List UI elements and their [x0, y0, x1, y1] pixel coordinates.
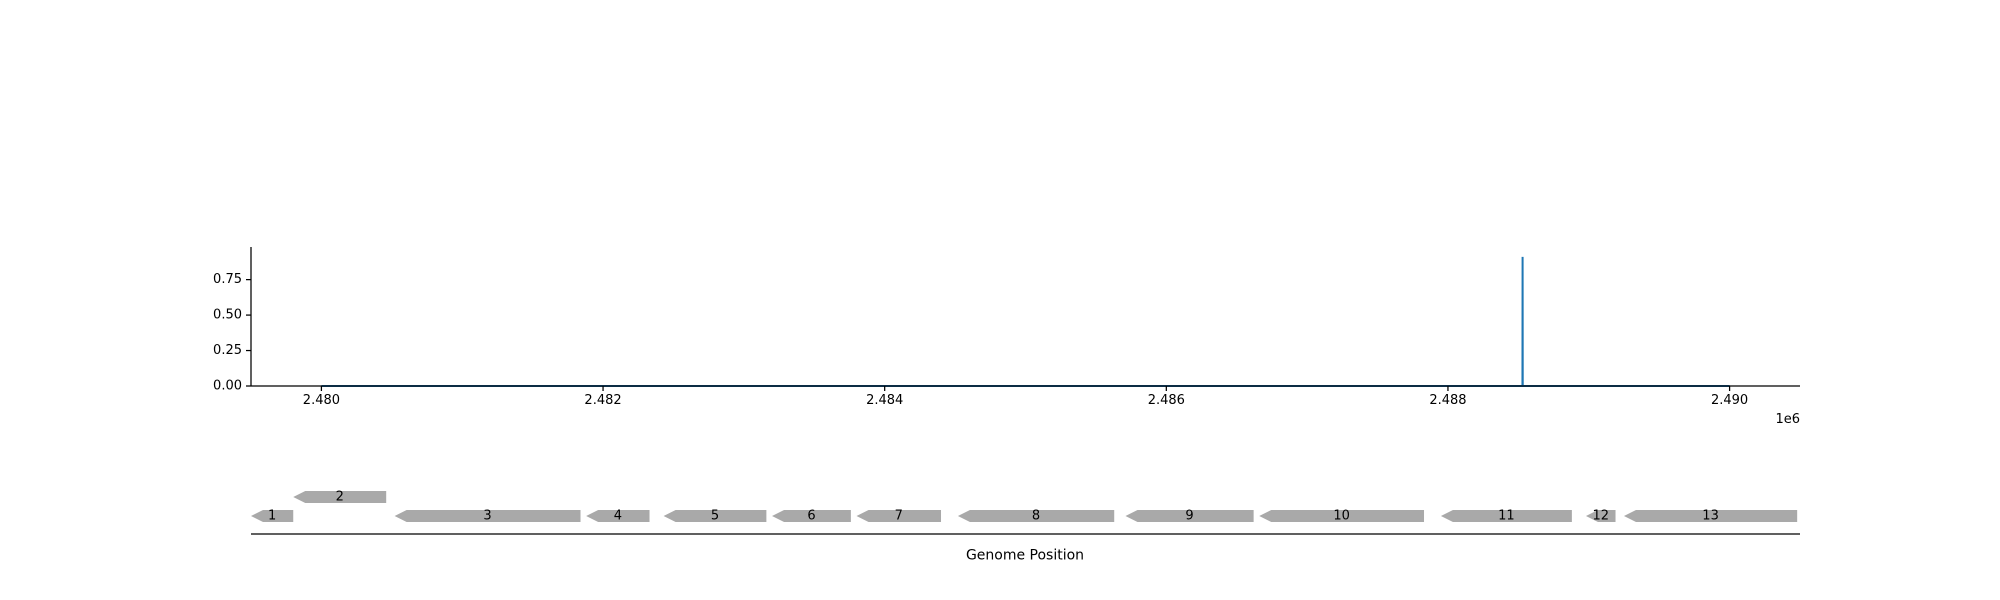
gene-label-9: 9 [1185, 509, 1193, 524]
gene-label-1: 1 [268, 509, 276, 524]
gene-label-8: 8 [1032, 509, 1040, 524]
gene-arrow-5 [663, 510, 767, 522]
gene-arrow-4 [586, 510, 650, 522]
coverage-line-series-0 [321, 256, 1730, 387]
gene-arrow-3 [394, 510, 581, 522]
gene-arrows: 123 4 5 6 7 8 9 10 11 12 13 [251, 490, 1798, 524]
gene-arrow-2 [293, 491, 387, 503]
x-tick-label: 2.486 [1148, 393, 1185, 408]
gene-label-5: 5 [711, 509, 719, 524]
gene-label-12: 12 [1592, 509, 1609, 524]
gene-arrow-8 [957, 510, 1115, 522]
gene-map: 123 4 5 6 7 8 9 10 11 12 13 Genome Position [251, 490, 1800, 564]
gene-map-xlabel: Genome Position [966, 548, 1084, 564]
gene-label-7: 7 [895, 509, 903, 524]
y-tick-label: 0.50 [213, 308, 242, 323]
x-tick-label: 2.484 [866, 393, 903, 408]
gene-label-3: 3 [483, 509, 491, 524]
gene-arrow-12 [1585, 510, 1616, 522]
y-tick-label: 0.75 [213, 272, 242, 287]
gene-label-11: 11 [1498, 509, 1515, 524]
coverage-plot: 0.000.250.500.75 2.480 2.482 2.484 2.486 2.4… [213, 247, 1800, 427]
gene-arrow-6 [772, 510, 851, 522]
gene-label-10: 10 [1333, 509, 1350, 524]
gene-arrow-9 [1125, 510, 1254, 522]
y-tick-label: 0.25 [213, 343, 242, 358]
x-offset-label: 1e6 [1775, 412, 1800, 427]
gene-arrow-1 [251, 510, 294, 522]
x-tick-label: 2.482 [584, 393, 621, 408]
x-tick-label: 2.488 [1429, 393, 1466, 408]
gene-arrow-11 [1440, 510, 1572, 522]
y-tick-label: 0.00 [213, 379, 242, 394]
x-axis-ticks: 2.480 2.482 2.484 2.486 2.488 2.490 [303, 386, 1748, 408]
coverage-series [321, 256, 1730, 387]
gene-label-4: 4 [614, 509, 622, 524]
gene-label-2: 2 [336, 490, 344, 505]
y-axis-ticks: 0.00 0.25 0.50 0.75 [213, 272, 251, 394]
gene-label-6: 6 [807, 509, 815, 524]
x-tick-label: 2.490 [1711, 393, 1748, 408]
gene-label-13: 13 [1702, 509, 1719, 524]
gene-arrow-13 [1623, 510, 1798, 522]
gene-arrow-10 [1259, 510, 1425, 522]
gene-arrow-7 [856, 510, 942, 522]
x-tick-label: 2.480 [303, 393, 340, 408]
